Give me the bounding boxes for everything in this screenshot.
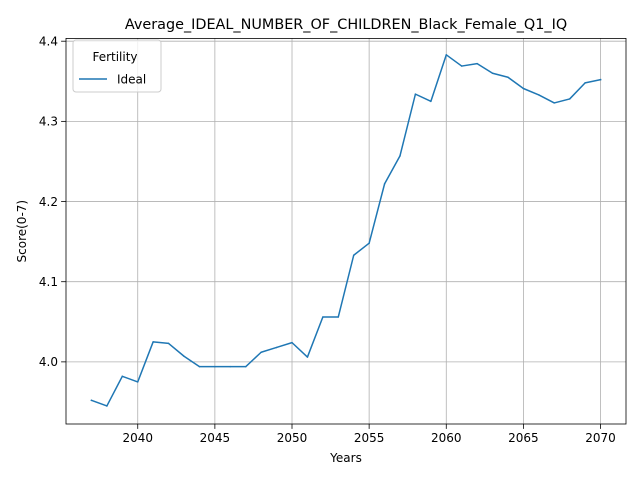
- data-point: [430, 100, 432, 103]
- x-axis-label: Years: [329, 451, 362, 465]
- data-point: [214, 365, 216, 368]
- x-tick-label: 2055: [354, 431, 385, 445]
- data-point: [568, 98, 571, 100]
- y-axis-label: Score(0-7): [15, 200, 29, 263]
- data-point: [260, 351, 262, 354]
- data-point: [244, 365, 247, 368]
- x-tick-label: 2040: [122, 431, 153, 445]
- data-point: [584, 82, 586, 84]
- data-point: [491, 72, 494, 75]
- data-point: [121, 375, 124, 378]
- data-point: [553, 102, 556, 104]
- chart-title: Average_IDEAL_NUMBER_OF_CHILDREN_Black_F…: [125, 17, 567, 33]
- data-point: [507, 76, 509, 79]
- data-point: [476, 62, 478, 65]
- x-tick-label: 2070: [585, 431, 616, 445]
- data-point: [383, 183, 386, 185]
- data-point: [306, 356, 309, 358]
- data-point: [291, 341, 293, 344]
- data-point: [414, 93, 417, 95]
- data-point: [229, 365, 232, 368]
- x-tick-label: 2045: [200, 431, 231, 445]
- data-point: [445, 54, 448, 56]
- data-point: [198, 365, 201, 368]
- y-tick-label: 4.2: [39, 195, 58, 209]
- legend-title: Fertility: [92, 50, 137, 64]
- data-point: [90, 399, 93, 402]
- y-axis-ticks: 4.0 4.1 4.2 4.3 4.4: [39, 35, 66, 369]
- plot-frame: [65, 38, 627, 425]
- data-point: [322, 316, 324, 318]
- y-tick-label: 4.0: [39, 355, 58, 369]
- legend: Fertility Ideal: [72, 39, 162, 93]
- x-tick-label: 2065: [508, 431, 539, 445]
- x-axis-ticks: 2040 2045 2050 2055 2060 2065 2070: [122, 424, 616, 445]
- data-point: [352, 254, 355, 256]
- series-line-ideal: [90, 54, 602, 407]
- data-point: [106, 405, 108, 407]
- data-point: [522, 87, 525, 90]
- data-point: [460, 65, 463, 67]
- y-tick-label: 4.4: [39, 35, 58, 49]
- x-tick-label: 2060: [431, 431, 462, 445]
- data-point: [538, 94, 540, 96]
- data-point: [599, 78, 602, 81]
- data-point: [152, 341, 154, 343]
- grid-lines: [66, 38, 626, 424]
- x-tick-label: 2050: [277, 431, 308, 445]
- y-tick-label: 4.3: [39, 115, 58, 129]
- data-point: [368, 242, 370, 244]
- y-tick-label: 4.1: [39, 275, 58, 289]
- data-point: [337, 316, 340, 318]
- legend-label-ideal: Ideal: [117, 73, 146, 87]
- data-point: [275, 346, 278, 349]
- data-point: [167, 342, 170, 345]
- data-point: [136, 381, 139, 383]
- data-point: [183, 355, 185, 358]
- data-point: [399, 155, 401, 157]
- series-layer: [90, 54, 602, 407]
